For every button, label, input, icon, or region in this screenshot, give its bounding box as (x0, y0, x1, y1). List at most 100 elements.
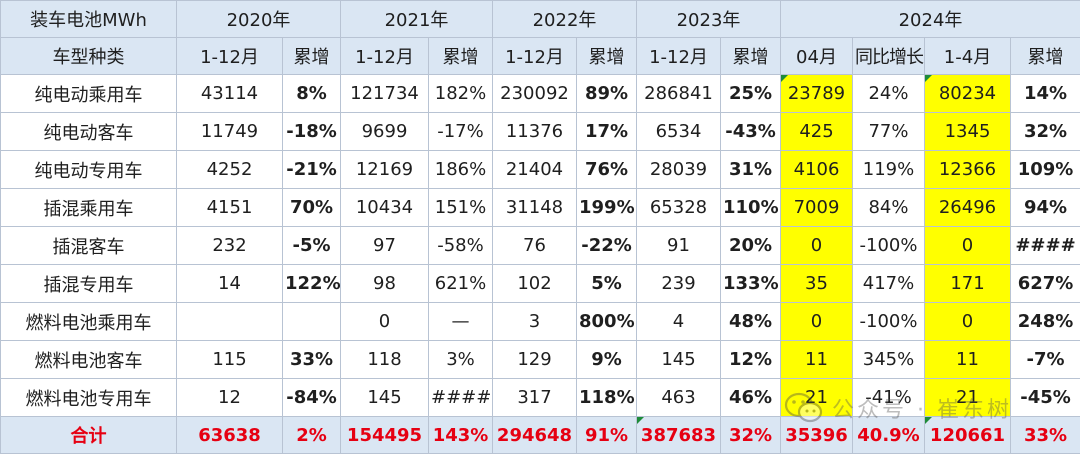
growth-cell: 89% (577, 75, 637, 113)
value-cell: 10434 (341, 189, 429, 227)
value-cell: 317 (493, 379, 577, 417)
growth-cell: 5% (577, 265, 637, 303)
col-header: 1-12月 (177, 38, 283, 75)
growth-cell: 8% (283, 75, 341, 113)
value-cell: 98 (341, 265, 429, 303)
row-label: 合计 (1, 417, 177, 454)
col-header: 1-12月 (637, 38, 721, 75)
growth-cell: -18% (283, 113, 341, 151)
value-cell: 232 (177, 227, 283, 265)
col-header: 同比增长 (853, 38, 925, 75)
growth-cell: 48% (721, 303, 781, 341)
value-cell: 115 (177, 341, 283, 379)
value-cell: 0 (781, 303, 853, 341)
value-cell: 28039 (637, 151, 721, 189)
col-header-vehicle-type: 车型种类 (1, 38, 177, 75)
value-cell: 0 (925, 303, 1011, 341)
growth-cell: 182% (429, 75, 493, 113)
growth-cell: 345% (853, 341, 925, 379)
growth-cell: 76% (577, 151, 637, 189)
growth-cell: 151% (429, 189, 493, 227)
value-cell: 0 (781, 227, 853, 265)
growth-cell: 199% (577, 189, 637, 227)
value-cell: 129 (493, 341, 577, 379)
value-cell: 230092 (493, 75, 577, 113)
value-cell: 35 (781, 265, 853, 303)
value-cell: 65328 (637, 189, 721, 227)
growth-cell: -43% (721, 113, 781, 151)
value-cell: 76 (493, 227, 577, 265)
row-label: 燃料电池乘用车 (1, 303, 177, 341)
row-label: 燃料电池专用车 (1, 379, 177, 417)
growth-cell: 109% (1011, 151, 1080, 189)
value-cell: 171 (925, 265, 1011, 303)
col-header: 04月 (781, 38, 853, 75)
value-cell: 12 (177, 379, 283, 417)
growth-cell: 186% (429, 151, 493, 189)
growth-cell: -22% (577, 227, 637, 265)
growth-cell: 9% (577, 341, 637, 379)
growth-cell: -5% (283, 227, 341, 265)
value-cell: 35396 (781, 417, 853, 454)
row-label: 插混专用车 (1, 265, 177, 303)
value-cell: 4106 (781, 151, 853, 189)
growth-cell: 94% (1011, 189, 1080, 227)
growth-cell: 3% (429, 341, 493, 379)
value-cell: 102 (493, 265, 577, 303)
value-cell: 239 (637, 265, 721, 303)
value-cell: 3 (493, 303, 577, 341)
row-label: 纯电动专用车 (1, 151, 177, 189)
growth-cell: 20% (721, 227, 781, 265)
value-cell: 425 (781, 113, 853, 151)
value-cell: 21 (781, 379, 853, 417)
value-cell: 120661 (925, 417, 1011, 454)
growth-cell: #### (429, 379, 493, 417)
growth-cell: 31% (721, 151, 781, 189)
row-label: 插混乘用车 (1, 189, 177, 227)
value-cell: 91 (637, 227, 721, 265)
value-cell: 9699 (341, 113, 429, 151)
growth-cell: 417% (853, 265, 925, 303)
growth-cell (283, 303, 341, 341)
growth-cell: -41% (853, 379, 925, 417)
growth-cell: 2% (283, 417, 341, 454)
growth-cell: 17% (577, 113, 637, 151)
value-cell: 14 (177, 265, 283, 303)
value-cell: 80234 (925, 75, 1011, 113)
growth-cell: -84% (283, 379, 341, 417)
growth-cell: 32% (721, 417, 781, 454)
value-cell: 12169 (341, 151, 429, 189)
col-header: 累增 (283, 38, 341, 75)
value-cell: 121734 (341, 75, 429, 113)
growth-cell: 32% (1011, 113, 1080, 151)
row-label: 纯电动乘用车 (1, 75, 177, 113)
growth-cell: #### (1011, 227, 1080, 265)
value-cell: 43114 (177, 75, 283, 113)
growth-cell: — (429, 303, 493, 341)
value-cell: 11 (781, 341, 853, 379)
value-cell: 21 (925, 379, 1011, 417)
year-2022: 2022年 (493, 1, 637, 38)
row-label: 纯电动客车 (1, 113, 177, 151)
col-header: 累增 (721, 38, 781, 75)
growth-cell: 33% (283, 341, 341, 379)
value-cell (177, 303, 283, 341)
value-cell: 0 (925, 227, 1011, 265)
growth-cell: 33% (1011, 417, 1080, 454)
growth-cell: -7% (1011, 341, 1080, 379)
value-cell: 286841 (637, 75, 721, 113)
growth-cell: 12% (721, 341, 781, 379)
growth-cell: -21% (283, 151, 341, 189)
value-cell: 97 (341, 227, 429, 265)
growth-cell: 119% (853, 151, 925, 189)
growth-cell: 91% (577, 417, 637, 454)
value-cell: 12366 (925, 151, 1011, 189)
col-header: 1-4月 (925, 38, 1011, 75)
value-cell: 6534 (637, 113, 721, 151)
